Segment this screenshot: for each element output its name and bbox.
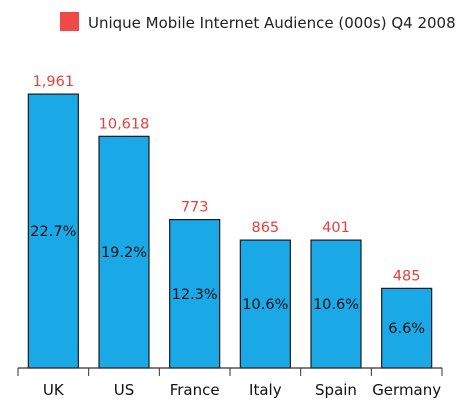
percent-label-germany: 6.6% <box>388 321 425 337</box>
x-tick-label-spain: Spain <box>315 381 357 399</box>
bar-italy <box>239 239 291 369</box>
percent-label-italy: 10.6% <box>242 297 288 313</box>
percent-label-spain: 10.6% <box>313 297 359 313</box>
audience-label-france: 773 <box>181 200 209 216</box>
x-axis-labels: UK US France Italy Spain Germany <box>43 381 441 399</box>
percent-label-us: 19.2% <box>101 245 147 261</box>
bar-germany <box>381 287 433 369</box>
x-axis-ticks <box>17 368 443 376</box>
percent-label-france: 12.3% <box>172 287 218 303</box>
x-tick-label-germany: Germany <box>372 381 441 399</box>
bar-us <box>98 135 150 369</box>
x-tick-label-france: France <box>170 381 220 399</box>
audience-label-italy: 865 <box>251 220 279 236</box>
audience-label-spain: 401 <box>322 220 350 236</box>
x-tick-label-uk: UK <box>43 381 65 399</box>
legend-swatch <box>60 12 79 31</box>
bar-uk <box>27 93 79 369</box>
legend: Unique Mobile Internet Audience (000s) Q… <box>60 12 456 32</box>
audience-label-germany: 485 <box>393 268 421 284</box>
legend-label: Unique Mobile Internet Audience (000s) Q… <box>88 14 456 32</box>
x-tick-label-us: US <box>114 381 135 399</box>
bars-group: 1,961 22.7% 10,618 19.2% 773 12.3% 865 10.6% 401… <box>27 74 433 369</box>
x-tick-label-italy: Italy <box>249 381 282 399</box>
percent-label-uk: 22.7% <box>30 224 76 240</box>
bar-france <box>169 218 221 369</box>
audience-label-uk: 1,961 <box>33 74 75 90</box>
audience-label-us: 10,618 <box>99 116 150 132</box>
